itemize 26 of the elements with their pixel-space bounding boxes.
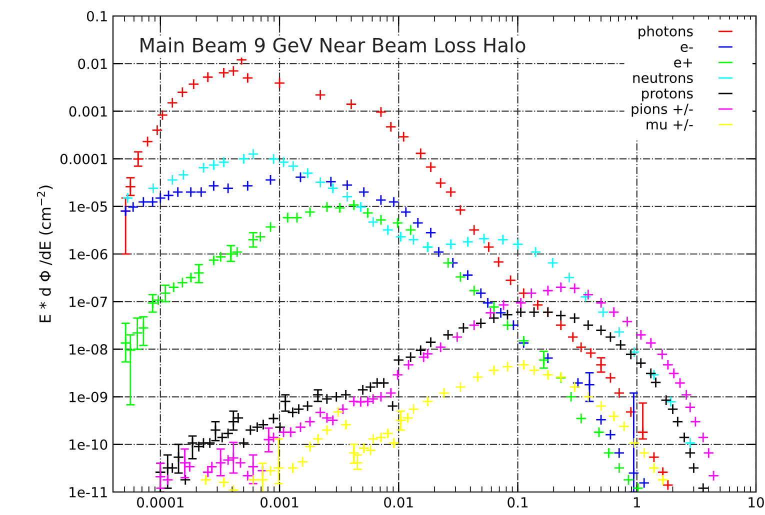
- x-tick-label: 0.0001: [137, 497, 184, 508]
- x-tick-label: 10: [748, 497, 764, 508]
- y-axis-title: E * d Φ /dE (cm$^{−2}$): [36, 186, 53, 322]
- legend-label: pions +/-: [632, 103, 693, 117]
- y-tick-label: 1e-08: [70, 344, 108, 355]
- y-tick-label: 1e-07: [70, 296, 107, 308]
- y-tick-label: 1e-06: [70, 248, 108, 260]
- legend-label: mu +/-: [646, 119, 693, 131]
- y-tick-label: 1e-05: [70, 201, 107, 212]
- y-tick-label: 1e-10: [70, 439, 108, 450]
- legend-label: neutrons: [633, 73, 693, 84]
- legend-label: e+: [674, 58, 692, 68]
- x-tick-label: 0.1: [508, 497, 528, 508]
- legend-label: protons: [642, 88, 693, 102]
- text: Main Beam 9 GeV Near Beam Loss Halo: [140, 37, 526, 52]
- y-tick-label: 1e-09: [70, 392, 108, 402]
- y-tick-label: 1e-11: [70, 487, 107, 498]
- y-tick-label: 0.1: [86, 10, 107, 22]
- y-tick-label: 0.01: [78, 58, 107, 70]
- x-tick-label: 1: [634, 497, 640, 508]
- legend-label: photons: [638, 26, 693, 40]
- x-tick-label: 0.01: [384, 497, 413, 508]
- y-tick-label: 0.0001: [60, 154, 107, 164]
- x-tick-label: 0.001: [260, 497, 298, 508]
- y-tick-label: 0.001: [69, 106, 107, 117]
- legend-label: e-: [680, 44, 693, 52]
